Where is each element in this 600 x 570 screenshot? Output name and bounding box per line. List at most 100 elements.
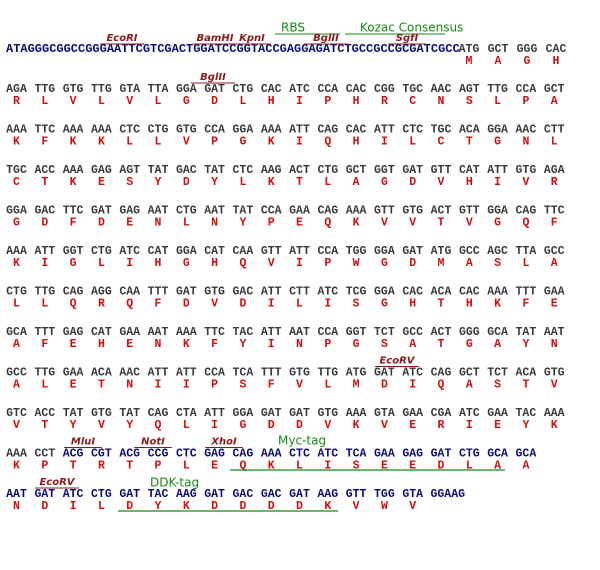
amino-acid: I bbox=[409, 379, 416, 392]
codon: TTG bbox=[34, 367, 55, 380]
codon: CTG bbox=[91, 245, 112, 258]
codon: AAC bbox=[516, 124, 537, 137]
amino-acid: Y bbox=[522, 419, 529, 432]
codon: GAC bbox=[233, 286, 254, 299]
codon: CGG bbox=[374, 83, 395, 96]
amino-acid: E bbox=[409, 460, 416, 473]
codon: TTC bbox=[34, 124, 55, 137]
enzyme-label: BglII bbox=[313, 33, 339, 44]
amino-acid: D bbox=[268, 500, 275, 513]
codon: GCA bbox=[487, 326, 508, 339]
amino-acid: I bbox=[494, 176, 501, 189]
amino-acid: L bbox=[13, 298, 20, 311]
amino-acid: F bbox=[41, 338, 48, 351]
codon: GTT bbox=[431, 164, 452, 177]
codon: GAG bbox=[91, 164, 112, 177]
amino-acid: A bbox=[409, 338, 416, 351]
codon: TGG bbox=[346, 245, 367, 258]
codon: GTG bbox=[402, 205, 423, 218]
amino-acid: L bbox=[183, 217, 190, 230]
amino-acid: Y bbox=[211, 176, 218, 189]
codon: CCA bbox=[261, 205, 282, 218]
amino-acid: G bbox=[381, 257, 388, 270]
codon: TAT bbox=[204, 164, 225, 177]
codon: ACT bbox=[431, 326, 452, 339]
codon: CAG bbox=[317, 205, 338, 218]
codon: TTG bbox=[317, 367, 338, 380]
codon: GAT bbox=[204, 83, 225, 96]
amino-acid: I bbox=[126, 257, 133, 270]
amino-acid: K bbox=[13, 136, 20, 149]
codon: GTT bbox=[261, 245, 282, 258]
amino-acid: L bbox=[183, 460, 190, 473]
codon: CAT bbox=[91, 326, 112, 339]
codon: ATT bbox=[261, 286, 282, 299]
codon: CTG bbox=[176, 205, 197, 218]
codon: ATG bbox=[459, 43, 480, 56]
codon: ATC bbox=[459, 407, 480, 420]
amino-acid: K bbox=[98, 136, 105, 149]
codon: ATC bbox=[289, 83, 310, 96]
amino-acid: L bbox=[466, 460, 473, 473]
amino-acid: Q bbox=[324, 217, 331, 230]
codon: GAC bbox=[34, 205, 55, 218]
codon: GGA bbox=[233, 124, 254, 137]
codon: GCC bbox=[459, 245, 480, 258]
codon: GCA bbox=[516, 448, 537, 461]
codon: CTG bbox=[459, 448, 480, 461]
codon: CAC bbox=[402, 286, 423, 299]
amino-acid: D bbox=[183, 298, 190, 311]
codon: CCT bbox=[34, 448, 55, 461]
codon: ATT bbox=[204, 407, 225, 420]
codon: GGAAG bbox=[431, 488, 466, 501]
codon: AAT bbox=[544, 326, 565, 339]
codon: AAG bbox=[317, 488, 338, 501]
codon: CCG bbox=[148, 448, 169, 461]
codon: CTC bbox=[176, 448, 197, 461]
amino-acid: V bbox=[183, 136, 190, 149]
amino-acid: R bbox=[13, 95, 20, 108]
codon: TAC bbox=[516, 407, 537, 420]
amino-acid: K bbox=[13, 257, 20, 270]
amino-acid: A bbox=[13, 379, 20, 392]
codon: ATC bbox=[402, 367, 423, 380]
amino-acid: G bbox=[183, 95, 190, 108]
amino-acid: S bbox=[239, 379, 246, 392]
amino-acid: A bbox=[551, 95, 558, 108]
codon: ATT bbox=[487, 164, 508, 177]
amino-acid: D bbox=[268, 419, 275, 432]
codon: GGG bbox=[459, 326, 480, 339]
amino-acid: I bbox=[155, 379, 162, 392]
amino-acid: D bbox=[296, 419, 303, 432]
amino-acid: D bbox=[239, 500, 246, 513]
codon: TGC bbox=[402, 83, 423, 96]
amino-acid: K bbox=[13, 460, 20, 473]
amino-acid: E bbox=[296, 217, 303, 230]
codon: GAT bbox=[289, 407, 310, 420]
codon: ATT bbox=[374, 124, 395, 137]
codon: GCT bbox=[346, 164, 367, 177]
codon: TTG bbox=[34, 83, 55, 96]
amino-acid: D bbox=[183, 176, 190, 189]
amino-acid: W bbox=[381, 500, 388, 513]
enzyme-label: BamHI bbox=[197, 33, 234, 44]
codon: TAC bbox=[148, 488, 169, 501]
amino-acid: Q bbox=[438, 379, 445, 392]
amino-acid: C bbox=[438, 136, 445, 149]
codon: ATC bbox=[317, 448, 338, 461]
amino-acid: H bbox=[98, 338, 105, 351]
codon: GGA bbox=[487, 205, 508, 218]
amino-acid: A bbox=[522, 460, 529, 473]
amino-acid: V bbox=[70, 95, 77, 108]
amino-acid: P bbox=[522, 95, 529, 108]
amino-acid: V bbox=[353, 500, 360, 513]
codon: AGG bbox=[91, 286, 112, 299]
amino-acid: K bbox=[353, 217, 360, 230]
codon: TTG bbox=[487, 83, 508, 96]
amino-acid: I bbox=[296, 257, 303, 270]
amino-acid: A bbox=[494, 338, 501, 351]
enzyme-label: BglII bbox=[200, 72, 226, 83]
codon: GGA bbox=[487, 124, 508, 137]
enzyme-label: EcoRI bbox=[106, 33, 137, 44]
